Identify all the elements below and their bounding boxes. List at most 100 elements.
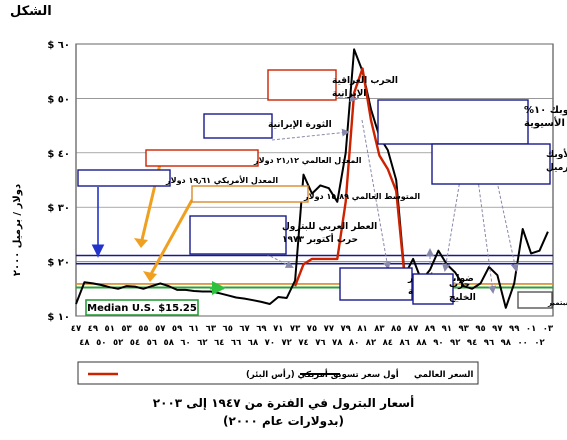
x-tick-label: ٥٢	[113, 338, 124, 348]
annotation-text: زيادة حصة الأوبك ١٠%	[524, 103, 567, 116]
x-tick-label: ٥٤	[130, 338, 140, 348]
y-tick-label: $ ١٠	[47, 312, 70, 323]
y-axis-label: دولار / برميل ٢٠٠٠	[12, 184, 23, 276]
legend: أول سعر تسويق أمريكي (رأس البئر)السعر ال…	[77, 361, 479, 385]
x-tick-label: ٦٩	[256, 324, 267, 334]
annotation-text: حرب أكتوبر ١٩٧٣	[282, 233, 358, 245]
annotation-text: المتوسط العالمي ١٥٫٨٩ دولار	[303, 192, 420, 201]
x-tick-label: ٦٣	[206, 324, 217, 334]
annotation-text: الخليج	[449, 293, 476, 303]
caption-line-2: (بدولارات عام ٢٠٠٠)	[222, 414, 345, 428]
x-tick-label: ٧٤	[298, 338, 308, 348]
annotation-box	[145, 149, 259, 167]
x-tick-label: ٨٠	[349, 338, 359, 348]
x-tick-label: ٧٨	[332, 338, 343, 348]
ref-label-median: Median U.S. $15.25	[85, 299, 199, 316]
annot-sept-11: ١١ سبتمبر	[517, 291, 567, 309]
annotation-box	[189, 215, 287, 255]
x-tick-label: ٩٧	[492, 324, 503, 334]
x-tick-label: ٩٣	[458, 324, 469, 334]
annotation-arrow	[271, 128, 350, 141]
annotation-box	[77, 169, 171, 187]
x-tick-label: ٨١	[357, 324, 367, 334]
y-tick-label: $ ٥٠	[47, 94, 70, 105]
annotation-text: الأزمة الاقتصادية الأسيوية	[524, 116, 567, 129]
annotation-arrow	[361, 119, 391, 270]
x-tick-label: ٥٣	[121, 324, 132, 334]
x-tick-label: ٧٦	[315, 338, 325, 348]
x-tick-label: ٦٦	[231, 338, 241, 348]
x-tick-label: ٨٦	[399, 338, 409, 348]
annotation-text: الحرب العراقية	[332, 76, 398, 86]
x-tick-label: ٧٩	[340, 324, 351, 334]
annot-iran-iraq-war: الحرب العراقية الإيرانية	[267, 69, 398, 101]
x-tick-label: ٦١	[189, 324, 199, 334]
annotation-text: المعدل الأمريكي ١٩٫٦١ دولار	[165, 175, 278, 185]
arrow-head	[134, 238, 148, 248]
figure-label: الشكل	[10, 4, 52, 19]
annotation-box	[377, 99, 529, 145]
x-tick-label: ٨٨	[416, 338, 427, 348]
x-tick-label: ٨٣	[374, 324, 385, 334]
x-tick-label: ٧٥	[307, 324, 317, 334]
y-tick-label: $ ٦٠	[47, 40, 70, 51]
annotation-arrow	[469, 119, 497, 294]
caption-line-1: أسعار البترول في الفترة من ١٩٤٧ إلى ٢٠٠٣	[152, 396, 415, 410]
x-tick-label: ٠٠	[517, 338, 527, 348]
x-tick-label: ٦٢	[197, 338, 208, 348]
y-tick-label: $ ٢٠	[47, 258, 70, 269]
x-tick-label: ٩٥	[475, 324, 485, 334]
x-tick-label: ٤٩	[88, 324, 99, 334]
series-line	[293, 67, 406, 287]
x-tick-label: ٨٥	[391, 324, 401, 334]
x-tick-label: ٩٢	[450, 338, 461, 348]
annot-gulf-war: حرب الخليج	[412, 273, 476, 305]
x-tick-label: ٩٦	[484, 338, 494, 348]
annotation-box	[203, 113, 273, 139]
annot-iranian-revolution: الثورة الإيرانية	[203, 113, 332, 139]
x-tick-label: ٧٧	[324, 324, 335, 334]
annotation-text: ١١ سبتمبر	[547, 299, 567, 307]
annotation-text: المعدل العالمي ٢١٫١٢ دولار	[253, 156, 362, 165]
ref-label-world-avg: المعدل العالمي ٢١٫١٢ دولار	[145, 149, 362, 167]
x-tick-label: ٨٢	[366, 338, 377, 348]
annot-opec-cuts: سلسلة تقطعات الأوبك ٥ ملايين برميل	[431, 143, 567, 185]
x-tick-label: ٦٨	[248, 338, 259, 348]
x-tick-label: ٦٤	[214, 338, 224, 348]
x-tick-label: ٨٤	[383, 338, 393, 348]
arrow-head	[95, 250, 101, 258]
annotation-text: الثورة الإيرانية	[268, 120, 332, 130]
y-tick-label: $ ٣٠	[47, 203, 70, 214]
x-tick-label: ٥١	[105, 324, 115, 334]
x-tick-label: ٥٦	[147, 338, 157, 348]
x-tick-label: ٩٩	[509, 324, 520, 334]
x-tick-label: ٥٠	[96, 338, 106, 348]
annotation-arrow	[247, 244, 294, 268]
x-tick-label: ٦٠	[180, 338, 190, 348]
annotation-text: ٥ ملايين برميل	[546, 163, 567, 173]
annotation-box	[431, 143, 551, 185]
legend-frame	[77, 361, 479, 385]
annotation-box	[412, 273, 454, 305]
x-tick-label: ٥٨	[164, 338, 175, 348]
x-tick-label: ٦٥	[223, 324, 233, 334]
x-tick-label: ٧٢	[281, 338, 292, 348]
x-tick-label: ٩٨	[501, 338, 512, 348]
x-tick-label: ٥٩	[172, 324, 183, 334]
ref-label-world-mean: المتوسط العالمي ١٥٫٨٩ دولار	[191, 185, 420, 203]
x-tick-label: ٩١	[442, 324, 452, 334]
annotation-box	[339, 267, 413, 301]
annotation-box	[517, 291, 553, 309]
annotation-text: الإيرانية	[332, 89, 366, 99]
annotation-text: سلسلة تقطعات الأوبك	[546, 148, 567, 160]
annotation-box	[85, 299, 199, 316]
arrow-head	[143, 271, 157, 282]
annotation-box	[191, 185, 309, 203]
annotation-arrow	[148, 199, 194, 277]
annotation-text: Median U.S. $15.25	[87, 303, 197, 314]
annotation-box	[267, 69, 337, 101]
x-tick-label: ٠٣	[543, 324, 554, 334]
ref-label-us-avg: المعدل الأمريكي ١٩٫٦١ دولار	[77, 169, 278, 187]
annotation-arrow	[334, 94, 358, 103]
